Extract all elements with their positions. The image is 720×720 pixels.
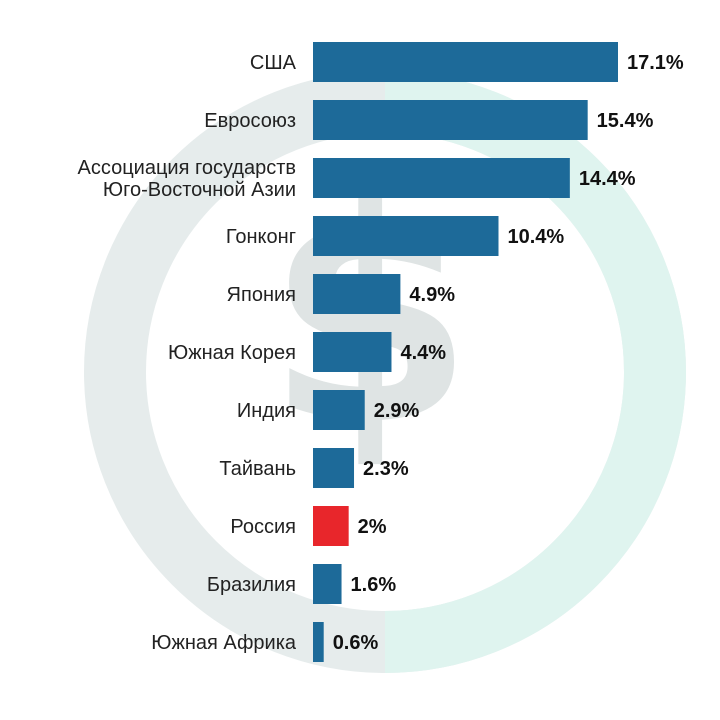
category-label-9: Бразилия — [207, 574, 296, 596]
bar-5 — [313, 332, 392, 372]
bar-6 — [313, 390, 365, 430]
svg-text:$: $ — [266, 142, 475, 491]
category-label-1: Евросоюз — [204, 110, 296, 132]
bar-1 — [313, 100, 588, 140]
bar-10 — [313, 622, 324, 662]
value-label-3: 10.4% — [507, 226, 564, 248]
value-label-9: 1.6% — [351, 574, 397, 596]
value-label-6: 2.9% — [374, 400, 420, 422]
category-label-5: Южная Корея — [168, 342, 296, 364]
value-label-10: 0.6% — [333, 632, 379, 654]
value-label-5: 4.4% — [400, 342, 446, 364]
category-label-0: США — [250, 52, 297, 74]
value-label-4: 4.9% — [409, 284, 455, 306]
bar-9 — [313, 564, 342, 604]
bar-4 — [313, 274, 401, 314]
category-label-6: Индия — [237, 400, 296, 422]
bar-2 — [313, 158, 570, 198]
category-label-7: Тайвань — [219, 458, 296, 480]
bar-3 — [313, 216, 499, 256]
bar-0 — [313, 42, 618, 82]
value-label-0: 17.1% — [627, 52, 684, 74]
bars-group — [313, 42, 618, 662]
value-label-8: 2% — [358, 516, 387, 538]
category-label-3: Гонконг — [226, 226, 296, 248]
value-labels-group: 17.1% 15.4% 14.4% 10.4% 4.9% 4.4% 2.9% 2.3% 2% 1.… — [333, 52, 684, 654]
category-label-8: Россия — [230, 516, 296, 538]
value-label-7: 2.3% — [363, 458, 409, 480]
value-label-1: 15.4% — [597, 110, 654, 132]
category-label-2: Ассоциация государств Юго-Восточной Азии — [78, 157, 296, 201]
bar-8 — [313, 506, 349, 546]
category-labels-group: США Евросоюз Ассоциация государств Юго-Вост… — [78, 52, 297, 654]
value-label-2: 14.4% — [579, 168, 636, 190]
category-label-10: Южная Африка — [151, 632, 297, 654]
category-label-4: Япония — [227, 284, 296, 306]
bar-7 — [313, 448, 355, 488]
